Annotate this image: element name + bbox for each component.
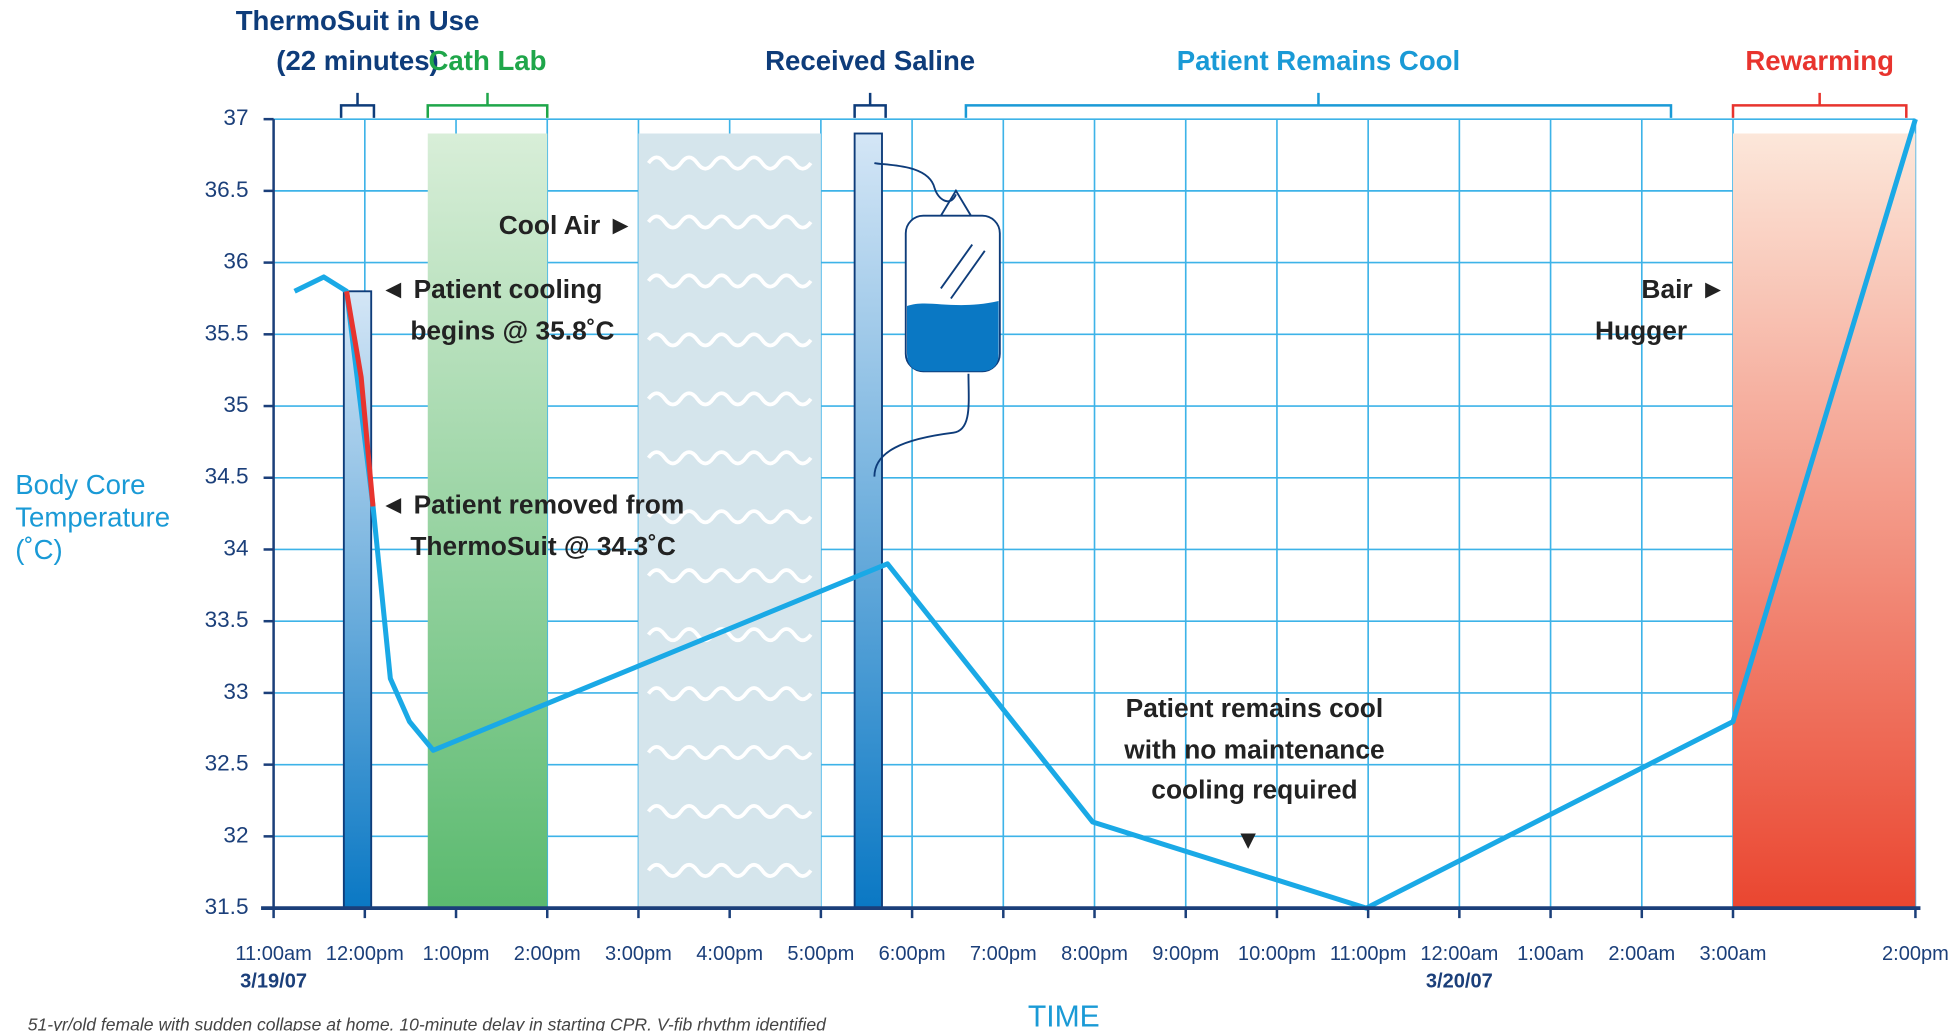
footnote: 51-yr/old female with sudden collapse at… [28, 1015, 827, 1031]
bands [344, 133, 1916, 908]
x-tick-label: 3:00am [1700, 943, 1767, 965]
x-axis-label: TIME [1028, 1000, 1100, 1031]
x-tick-label: 12:00am [1420, 943, 1498, 965]
bracket [966, 93, 1671, 118]
annotation: Hugger [1595, 315, 1687, 345]
iv-fluid [907, 301, 999, 371]
y-tick-label: 32 [223, 822, 248, 847]
bracket-label: ThermoSuit in Use [236, 5, 480, 36]
bracket-label: Cath Lab [429, 45, 547, 76]
page: Body core temperature timeline html, bod… [0, 0, 1957, 1031]
y-axis-label: Temperature [15, 502, 170, 533]
date-label: 3/20/07 [1426, 970, 1493, 992]
y-tick-label: 33.5 [205, 607, 249, 632]
y-tick-label: 31.5 [205, 894, 249, 919]
x-tick-label: 11:00am [235, 943, 312, 965]
annotation: cooling required [1151, 774, 1357, 804]
x-tick-label: 9:00pm [1152, 943, 1219, 965]
x-tick-label: 5:00pm [787, 943, 854, 965]
y-tick-label: 33 [223, 679, 248, 704]
annotation: with no maintenance [1123, 734, 1384, 764]
x-tick-label: 2:00pm [1882, 943, 1949, 965]
band [428, 133, 547, 908]
iv-tube [874, 374, 968, 477]
x-tick-label: 4:00pm [696, 943, 763, 965]
iv-hook [874, 163, 956, 201]
band [855, 133, 882, 908]
x-tick-label: 12:00pm [326, 943, 404, 965]
annotation: Bair ► [1641, 274, 1726, 304]
bracket [855, 93, 886, 118]
annotation: ◄ Patient removed from [380, 490, 684, 520]
y-tick-label: 36.5 [205, 177, 249, 202]
bracket [341, 93, 374, 118]
bracket-label: Patient Remains Cool [1177, 45, 1460, 76]
x-tick-label: 2:00pm [514, 943, 581, 965]
annotation: ThermoSuit @ 34.3˚C [410, 531, 676, 561]
annotation: ◄ Patient cooling [380, 274, 602, 304]
bracket-label: Received Saline [765, 45, 975, 76]
iv-bag-icon [874, 163, 999, 477]
y-axis-label: Body Core [15, 469, 145, 500]
annotation: begins @ 35.8˚C [410, 315, 614, 345]
labels: TIME Body Core Temperature (˚C) 51-yr/ol… [15, 5, 1949, 1031]
x-tick-label: 1:00am [1517, 943, 1584, 965]
y-tick-label: 32.5 [205, 751, 249, 776]
bracket-label: (22 minutes) [276, 45, 438, 76]
x-tick-label: 3:00pm [605, 943, 672, 965]
y-tick-label: 36 [223, 249, 248, 274]
x-tick-label: 11:00pm [1330, 943, 1407, 965]
y-tick-label: 34.5 [205, 464, 249, 489]
page-body: {"chart_data": { "type": "line", "xlabel… [0, 0, 1957, 1031]
x-tick-label: 6:00pm [879, 943, 946, 965]
x-tick-label: 7:00pm [970, 943, 1037, 965]
y-tick-label: 35 [223, 392, 248, 417]
x-tick-label: 2:00am [1608, 943, 1675, 965]
annotation: ▼ [1235, 825, 1261, 855]
date-label: 3/19/07 [240, 970, 307, 992]
bracket [1733, 93, 1906, 118]
y-axis-label: (˚C) [15, 534, 62, 565]
x-tick-label: 1:00pm [423, 943, 490, 965]
bracket [428, 93, 547, 118]
x-tick-label: 8:00pm [1061, 943, 1128, 965]
y-tick-label: 37 [223, 105, 248, 130]
x-tick-label: 10:00pm [1238, 943, 1316, 965]
bracket-label: Rewarming [1745, 45, 1894, 76]
annotation: Patient remains cool [1126, 693, 1384, 723]
chart: TIME Body Core Temperature (˚C) 51-yr/ol… [0, 0, 1957, 1031]
annotation: Cool Air ► [499, 210, 634, 240]
y-tick-label: 35.5 [205, 320, 249, 345]
band [1733, 133, 1915, 908]
y-tick-label: 34 [223, 535, 248, 560]
